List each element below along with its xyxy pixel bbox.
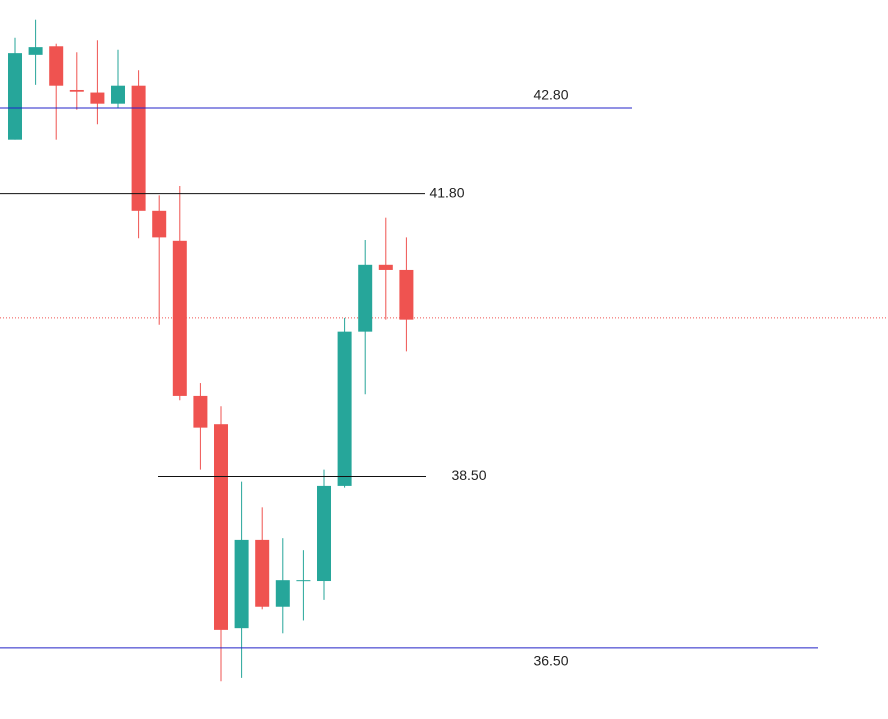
candle-body	[378, 264, 393, 270]
candle-body	[152, 210, 167, 238]
candle-body	[317, 485, 331, 582]
candle-body	[296, 580, 311, 582]
candle-body	[255, 539, 270, 607]
candle-body	[399, 269, 414, 320]
candle-body	[49, 46, 64, 86]
candle-body	[337, 331, 352, 486]
candle-body	[28, 47, 43, 55]
candle-body	[69, 89, 84, 92]
candle-body	[275, 580, 290, 607]
level-label: 41.80	[429, 184, 464, 200]
level-label: 38.50	[451, 467, 486, 483]
candle-body	[131, 85, 146, 211]
candle-body	[234, 539, 249, 629]
candle-body	[172, 240, 187, 396]
candle-body	[111, 85, 125, 104]
candle-body	[193, 395, 208, 428]
candle-body	[8, 53, 22, 140]
level-label: 36.50	[533, 653, 568, 669]
candle-body	[358, 264, 373, 332]
level-label: 42.80	[533, 87, 568, 103]
candle-body	[214, 424, 228, 630]
candle-body	[90, 92, 105, 104]
